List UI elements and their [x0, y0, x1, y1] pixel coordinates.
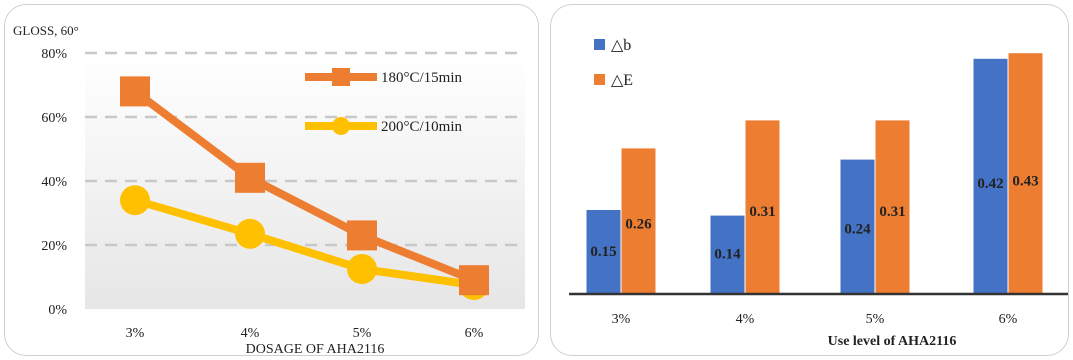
bar	[710, 215, 745, 294]
bar	[745, 120, 780, 295]
data-label: 0.24	[844, 222, 871, 238]
series-line	[132, 88, 476, 284]
x-tick-label: 3%	[612, 312, 631, 327]
gloss-chart-panel: 0% 20% 40% 60% 80% 3% 4% 5% 6% 180°C/15min 200°C…	[4, 4, 539, 356]
series-line	[133, 196, 475, 289]
x-axis-label: Use level of AHA2116	[828, 334, 957, 349]
bar	[1008, 53, 1043, 295]
legend-swatch	[594, 74, 605, 85]
data-label: 0.15	[590, 244, 616, 260]
bar	[586, 210, 621, 294]
x-tick-label: 4%	[241, 326, 260, 341]
data-point	[235, 218, 265, 249]
bar	[875, 120, 910, 295]
data-label: 0.42	[977, 176, 1003, 192]
data-label: 0.31	[749, 204, 775, 220]
y-tick-label: 80%	[41, 47, 67, 62]
data-point	[347, 254, 377, 284]
data-point	[120, 185, 150, 216]
x-tick-label: 6%	[999, 312, 1018, 327]
bar	[621, 148, 656, 294]
legend-marker	[332, 68, 350, 86]
x-tick-label: 5%	[353, 326, 372, 341]
legend-label: △b	[611, 37, 631, 54]
legend-marker	[332, 117, 350, 135]
x-axis-label: DOSAGE OF AHA2116	[246, 342, 385, 356]
y-tick-label: 60%	[41, 111, 67, 126]
legend-label: 200°C/10min	[381, 119, 463, 135]
y-axis-label: GLOSS, 60°	[13, 23, 79, 38]
color-diff-chart-panel: △b △E 0.15 0.26 0.14 0.31 0.24 0.31 0.42 0.43 3%…	[550, 4, 1069, 356]
data-point	[120, 76, 150, 107]
data-point	[347, 220, 377, 251]
bar	[973, 58, 1008, 294]
x-tick-label: 4%	[736, 312, 755, 327]
x-tick-label: 3%	[126, 326, 145, 341]
data-point	[459, 265, 489, 296]
data-label: 0.31	[879, 204, 905, 220]
bar	[840, 159, 875, 294]
gloss-line-chart: 0% 20% 40% 60% 80% 3% 4% 5% 6% 180°C/15min 200°C…	[13, 23, 525, 356]
color-diff-bar-chart: △b △E 0.15 0.26 0.14 0.31 0.24 0.31 0.42 0.43 3%…	[569, 37, 1068, 349]
y-tick-label: 20%	[41, 239, 67, 254]
legend-label: △E	[611, 72, 633, 89]
legend-swatch	[594, 39, 605, 50]
data-point	[235, 162, 265, 193]
x-tick-label: 6%	[465, 326, 484, 341]
legend-label: 180°C/15min	[381, 70, 463, 86]
y-tick-label: 40%	[41, 175, 67, 190]
data-label: 0.14	[714, 247, 741, 263]
data-label: 0.43	[1012, 174, 1038, 190]
x-tick-label: 5%	[866, 312, 885, 327]
data-label: 0.26	[625, 216, 652, 232]
y-tick-label: 0%	[48, 303, 67, 318]
